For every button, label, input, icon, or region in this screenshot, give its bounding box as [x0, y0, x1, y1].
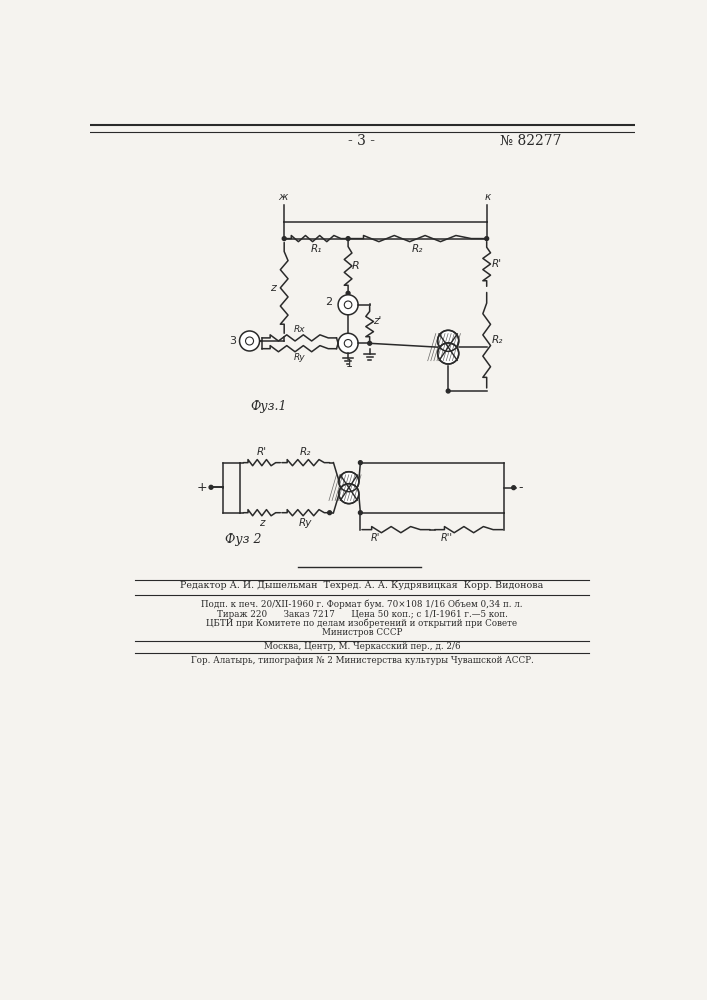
Text: 1: 1: [345, 359, 352, 369]
Text: z': z': [373, 316, 382, 326]
Text: R': R': [492, 259, 502, 269]
Text: R': R': [257, 447, 267, 457]
Text: 2: 2: [325, 297, 333, 307]
Circle shape: [338, 295, 358, 315]
Text: - 3 -: - 3 -: [349, 134, 375, 148]
Circle shape: [339, 484, 359, 504]
Circle shape: [485, 237, 489, 241]
Text: Редактор А. И. Дышельман  Техред. А. А. Кудрявицкая  Корр. Видонова: Редактор А. И. Дышельман Техред. А. А. К…: [180, 581, 544, 590]
Text: 3: 3: [230, 336, 236, 346]
Circle shape: [339, 472, 359, 492]
Text: R₂: R₂: [492, 335, 503, 345]
Circle shape: [358, 461, 362, 465]
Text: R₂: R₂: [300, 447, 311, 457]
Text: R: R: [352, 261, 360, 271]
Text: ЦБТИ при Комитете по делам изобретений и открытий при Совете: ЦБТИ при Комитете по делам изобретений и…: [206, 619, 518, 628]
Text: ж: ж: [278, 192, 287, 202]
Text: Москва, Центр, М. Черкасский пер., д. 2/6: Москва, Центр, М. Черкасский пер., д. 2/…: [264, 642, 460, 651]
Text: № 82277: № 82277: [500, 134, 561, 148]
Circle shape: [446, 389, 450, 393]
Text: R₂: R₂: [411, 244, 423, 254]
Circle shape: [512, 486, 515, 490]
Text: Фуз 2: Фуз 2: [225, 533, 262, 546]
Text: Ry: Ry: [293, 353, 305, 362]
Circle shape: [209, 485, 213, 489]
Text: Министров СССР: Министров СССР: [322, 628, 402, 637]
Text: R₁: R₁: [310, 244, 322, 254]
Text: z: z: [259, 518, 264, 528]
Circle shape: [346, 291, 350, 295]
Text: z: z: [270, 283, 276, 293]
Text: Rx: Rx: [293, 325, 305, 334]
Circle shape: [358, 511, 362, 515]
Circle shape: [438, 330, 459, 351]
Text: R': R': [371, 533, 380, 543]
Text: Подп. к печ. 20/XII-1960 г. Формат бум. 70×108 1/16 Объем 0,34 п. л.: Подп. к печ. 20/XII-1960 г. Формат бум. …: [201, 600, 522, 609]
Circle shape: [327, 511, 332, 515]
Text: +: +: [197, 481, 207, 494]
Text: Тираж 220      Заказ 7217      Цена 50 коп.; с 1/I-1961 г.—5 коп.: Тираж 220 Заказ 7217 Цена 50 коп.; с 1/I…: [216, 610, 508, 619]
Text: Фуз.1: Фуз.1: [250, 400, 287, 413]
Text: -: -: [518, 481, 522, 494]
Circle shape: [346, 237, 350, 241]
Circle shape: [368, 341, 372, 345]
Circle shape: [338, 333, 358, 353]
Circle shape: [438, 343, 459, 364]
Text: R'': R'': [440, 533, 452, 543]
Text: к: к: [484, 192, 491, 202]
Circle shape: [240, 331, 259, 351]
Circle shape: [282, 237, 286, 241]
Text: Ry: Ry: [299, 518, 312, 528]
Text: Гор. Алатырь, типография № 2 Министерства культуры Чувашской АССР.: Гор. Алатырь, типография № 2 Министерств…: [191, 656, 533, 665]
